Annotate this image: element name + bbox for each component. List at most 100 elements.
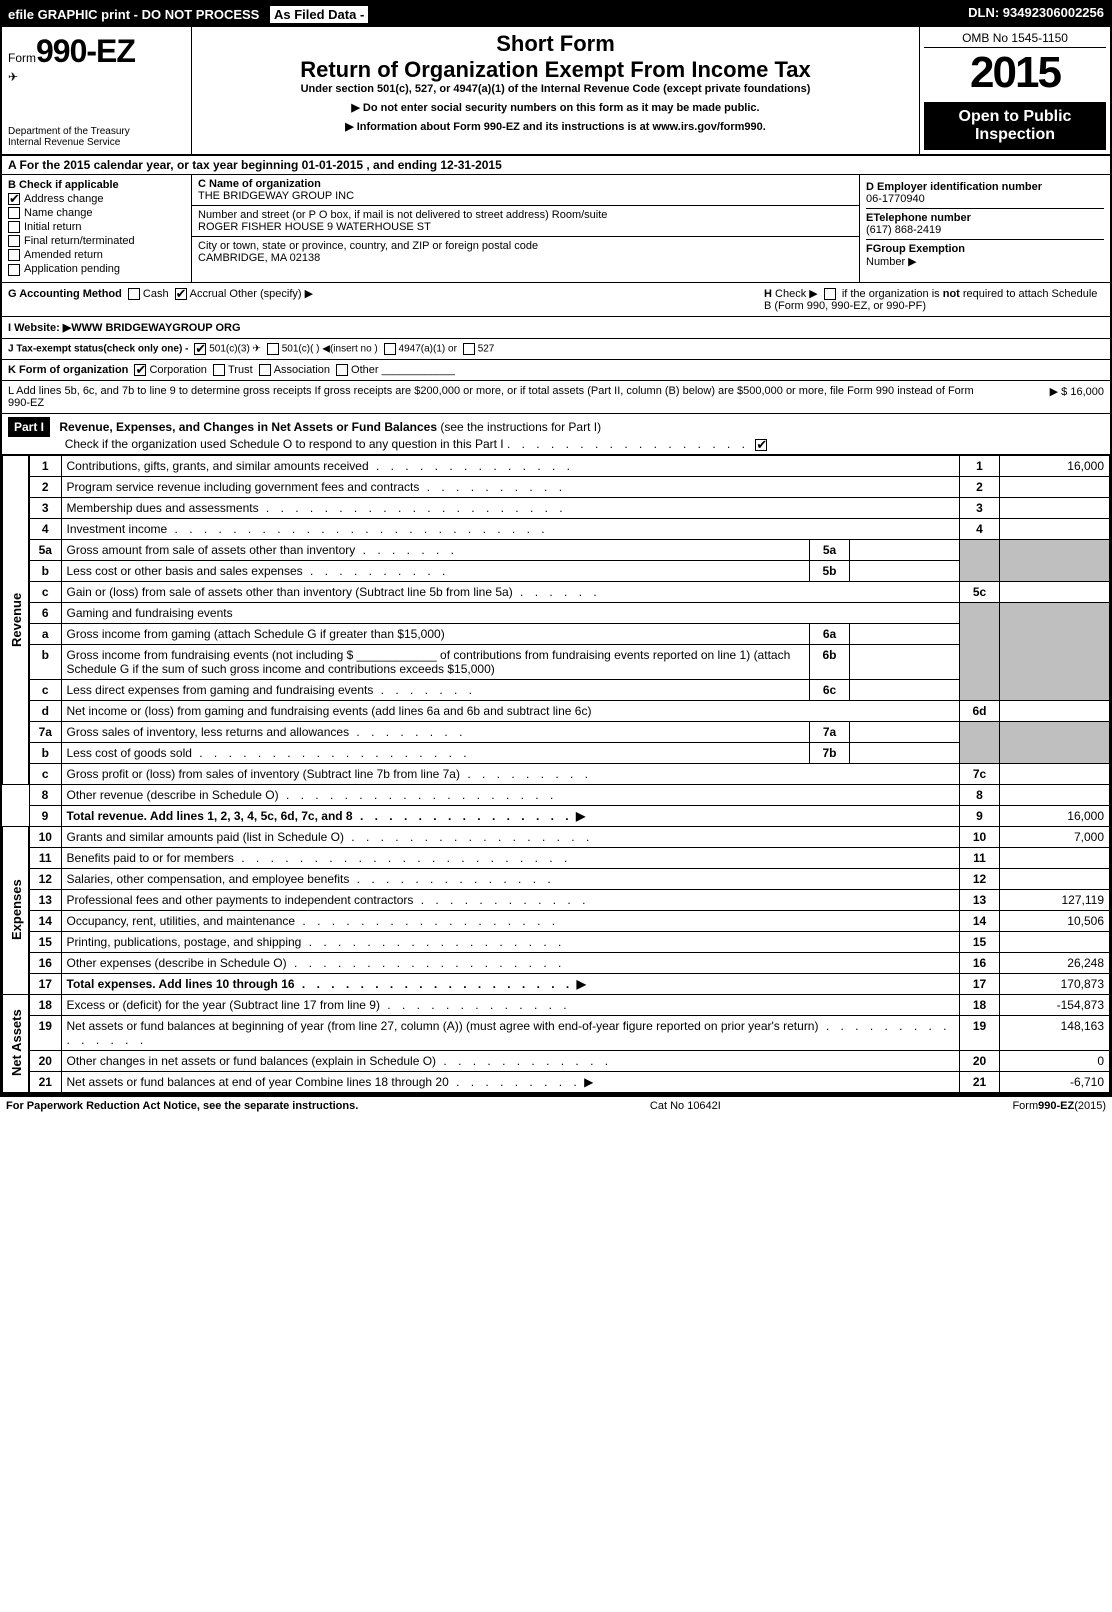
B-header: B Check if applicable: [8, 179, 185, 191]
line-3: 3Membership dues and assessments . . . .…: [3, 497, 1110, 518]
inspection2: Inspection: [926, 126, 1104, 144]
chk-accrual[interactable]: [175, 288, 187, 300]
chk-cash[interactable]: [128, 288, 140, 300]
form-prefix: Form: [8, 51, 36, 65]
revenue-label: Revenue: [3, 455, 30, 784]
col-B: B Check if applicable Address change Nam…: [2, 175, 192, 282]
line-7a: 7aGross sales of inventory, less returns…: [3, 721, 1110, 742]
chk-501c[interactable]: [267, 343, 279, 355]
chk-corp[interactable]: [134, 364, 146, 376]
C-city: City or town, state or province, country…: [192, 237, 859, 267]
header-left: Form990-EZ ✈ Department of the Treasury …: [2, 27, 192, 154]
subtitle: Under section 501(c), 527, or 4947(a)(1)…: [202, 83, 909, 95]
inspection: Open to Public Inspection: [924, 102, 1106, 150]
topbar-left: efile GRAPHIC print - DO NOT PROCESS As …: [8, 5, 375, 24]
line-10: Expenses10Grants and similar amounts pai…: [3, 826, 1110, 847]
line-9: 9Total revenue. Add lines 1, 2, 3, 4, 5c…: [3, 805, 1110, 826]
line-6c: cLess direct expenses from gaming and fu…: [3, 679, 1110, 700]
dept1: Department of the Treasury: [8, 126, 185, 137]
topbar: efile GRAPHIC print - DO NOT PROCESS As …: [2, 2, 1110, 27]
line-13: 13Professional fees and other payments t…: [3, 889, 1110, 910]
efile-text: efile GRAPHIC print - DO NOT PROCESS: [8, 7, 259, 22]
expenses-label: Expenses: [3, 826, 30, 994]
row-L: L Add lines 5b, 6c, and 7b to line 9 to …: [2, 381, 1110, 414]
shortform: Short Form: [202, 31, 909, 57]
header-mid: Short Form Return of Organization Exempt…: [192, 27, 920, 154]
line-1: Revenue 1 Contributions, gifts, grants, …: [3, 455, 1110, 476]
chk-address[interactable]: Address change: [8, 193, 185, 205]
plane-icon: ✈: [8, 70, 185, 84]
dept: Department of the Treasury Internal Reve…: [8, 126, 185, 148]
line-5b: bLess cost or other basis and sales expe…: [3, 560, 1110, 581]
chk-4947[interactable]: [384, 343, 396, 355]
chk-assoc[interactable]: [259, 364, 271, 376]
line-5a: 5aGross amount from sale of assets other…: [3, 539, 1110, 560]
line-4: 4Investment income . . . . . . . . . . .…: [3, 518, 1110, 539]
chk-final[interactable]: Final return/terminated: [8, 235, 185, 247]
footer-mid: Cat No 10642I: [650, 1100, 721, 1112]
C-addr: Number and street (or P O box, if mail i…: [192, 206, 859, 237]
line-6b: bGross income from fundraising events (n…: [3, 644, 1110, 679]
row-G: G Accounting Method Cash Accrual Other (…: [2, 283, 1110, 317]
footer: For Paperwork Reduction Act Notice, see …: [0, 1095, 1112, 1115]
line-5c: cGain or (loss) from sale of assets othe…: [3, 581, 1110, 602]
line-6a: aGross income from gaming (attach Schedu…: [3, 623, 1110, 644]
note2: ▶ Information about Form 990-EZ and its …: [202, 120, 909, 133]
col-D: D Employer identification number 06-1770…: [860, 175, 1110, 282]
line-15: 15Printing, publications, postage, and s…: [3, 931, 1110, 952]
row-K: K Form of organization Corporation Trust…: [2, 360, 1110, 381]
L-val: ▶ $ 16,000: [984, 385, 1104, 409]
line-20: 20Other changes in net assets or fund ba…: [3, 1050, 1110, 1071]
dln: DLN: 93492306002256: [968, 5, 1104, 24]
row-I: I Website: ▶WWW BRIDGEWAYGROUP ORG: [2, 317, 1110, 339]
inspection1: Open to Public: [926, 108, 1104, 126]
title: Return of Organization Exempt From Incom…: [202, 57, 909, 83]
row-H: H Check ▶ if the organization is not req…: [764, 287, 1104, 312]
D-ein: D Employer identification number 06-1770…: [866, 178, 1104, 209]
chk-name[interactable]: Name change: [8, 207, 185, 219]
line-14: 14Occupancy, rent, utilities, and mainte…: [3, 910, 1110, 931]
chk-other[interactable]: [336, 364, 348, 376]
chk-527[interactable]: [463, 343, 475, 355]
row-J: J Tax-exempt status(check only one) - 50…: [2, 339, 1110, 360]
line-6d: dNet income or (loss) from gaming and fu…: [3, 700, 1110, 721]
form-number: 990-EZ: [36, 33, 135, 69]
line-19: 19Net assets or fund balances at beginni…: [3, 1015, 1110, 1050]
org-addr: ROGER FISHER HOUSE 9 WATERHOUSE ST: [198, 221, 431, 233]
year: 2015: [924, 48, 1106, 98]
col-C: C Name of organization THE BRIDGEWAY GRO…: [192, 175, 860, 282]
part1-label: Part I: [8, 417, 50, 437]
chk-H[interactable]: [824, 288, 836, 300]
line-2: 2Program service revenue including gover…: [3, 476, 1110, 497]
note1: ▶ Do not enter social security numbers o…: [202, 101, 909, 114]
chk-initial[interactable]: Initial return: [8, 221, 185, 233]
val-1: 16,000: [1000, 455, 1110, 476]
lines-table: Revenue 1 Contributions, gifts, grants, …: [2, 455, 1110, 1093]
chk-pending[interactable]: Application pending: [8, 263, 185, 275]
part1-header: Part I Revenue, Expenses, and Changes in…: [2, 414, 1110, 455]
line-6: 6Gaming and fundraising events: [3, 602, 1110, 623]
E-phone: ETelephone number (617) 868-2419: [866, 209, 1104, 240]
chk-trust[interactable]: [213, 364, 225, 376]
line-8: 8Other revenue (describe in Schedule O) …: [3, 784, 1110, 805]
dept2: Internal Revenue Service: [8, 137, 185, 148]
chk-501c3[interactable]: [194, 343, 206, 355]
line-12: 12Salaries, other compensation, and empl…: [3, 868, 1110, 889]
omb: OMB No 1545-1150: [924, 31, 1106, 48]
F-group: FGroup Exemption Number ▶: [866, 240, 1104, 271]
footer-right: Form990-EZ(2015): [1012, 1100, 1106, 1112]
line-21: 21Net assets or fund balances at end of …: [3, 1071, 1110, 1092]
row-A: A For the 2015 calendar year, or tax yea…: [2, 156, 1110, 175]
line-11: 11Benefits paid to or for members . . . …: [3, 847, 1110, 868]
chk-amended[interactable]: Amended return: [8, 249, 185, 261]
line-7c: cGross profit or (loss) from sales of in…: [3, 763, 1110, 784]
C-name: C Name of organization THE BRIDGEWAY GRO…: [192, 175, 859, 206]
org-name: THE BRIDGEWAY GROUP INC: [198, 190, 354, 202]
chk-part1[interactable]: [755, 439, 767, 451]
netassets-label: Net Assets: [3, 994, 30, 1092]
form-container: efile GRAPHIC print - DO NOT PROCESS As …: [0, 0, 1112, 1095]
line-7b: bLess cost of goods sold . . . . . . . .…: [3, 742, 1110, 763]
line-16: 16Other expenses (describe in Schedule O…: [3, 952, 1110, 973]
section-BCD: B Check if applicable Address change Nam…: [2, 175, 1110, 283]
header-right: OMB No 1545-1150 2015 Open to Public Ins…: [920, 27, 1110, 154]
